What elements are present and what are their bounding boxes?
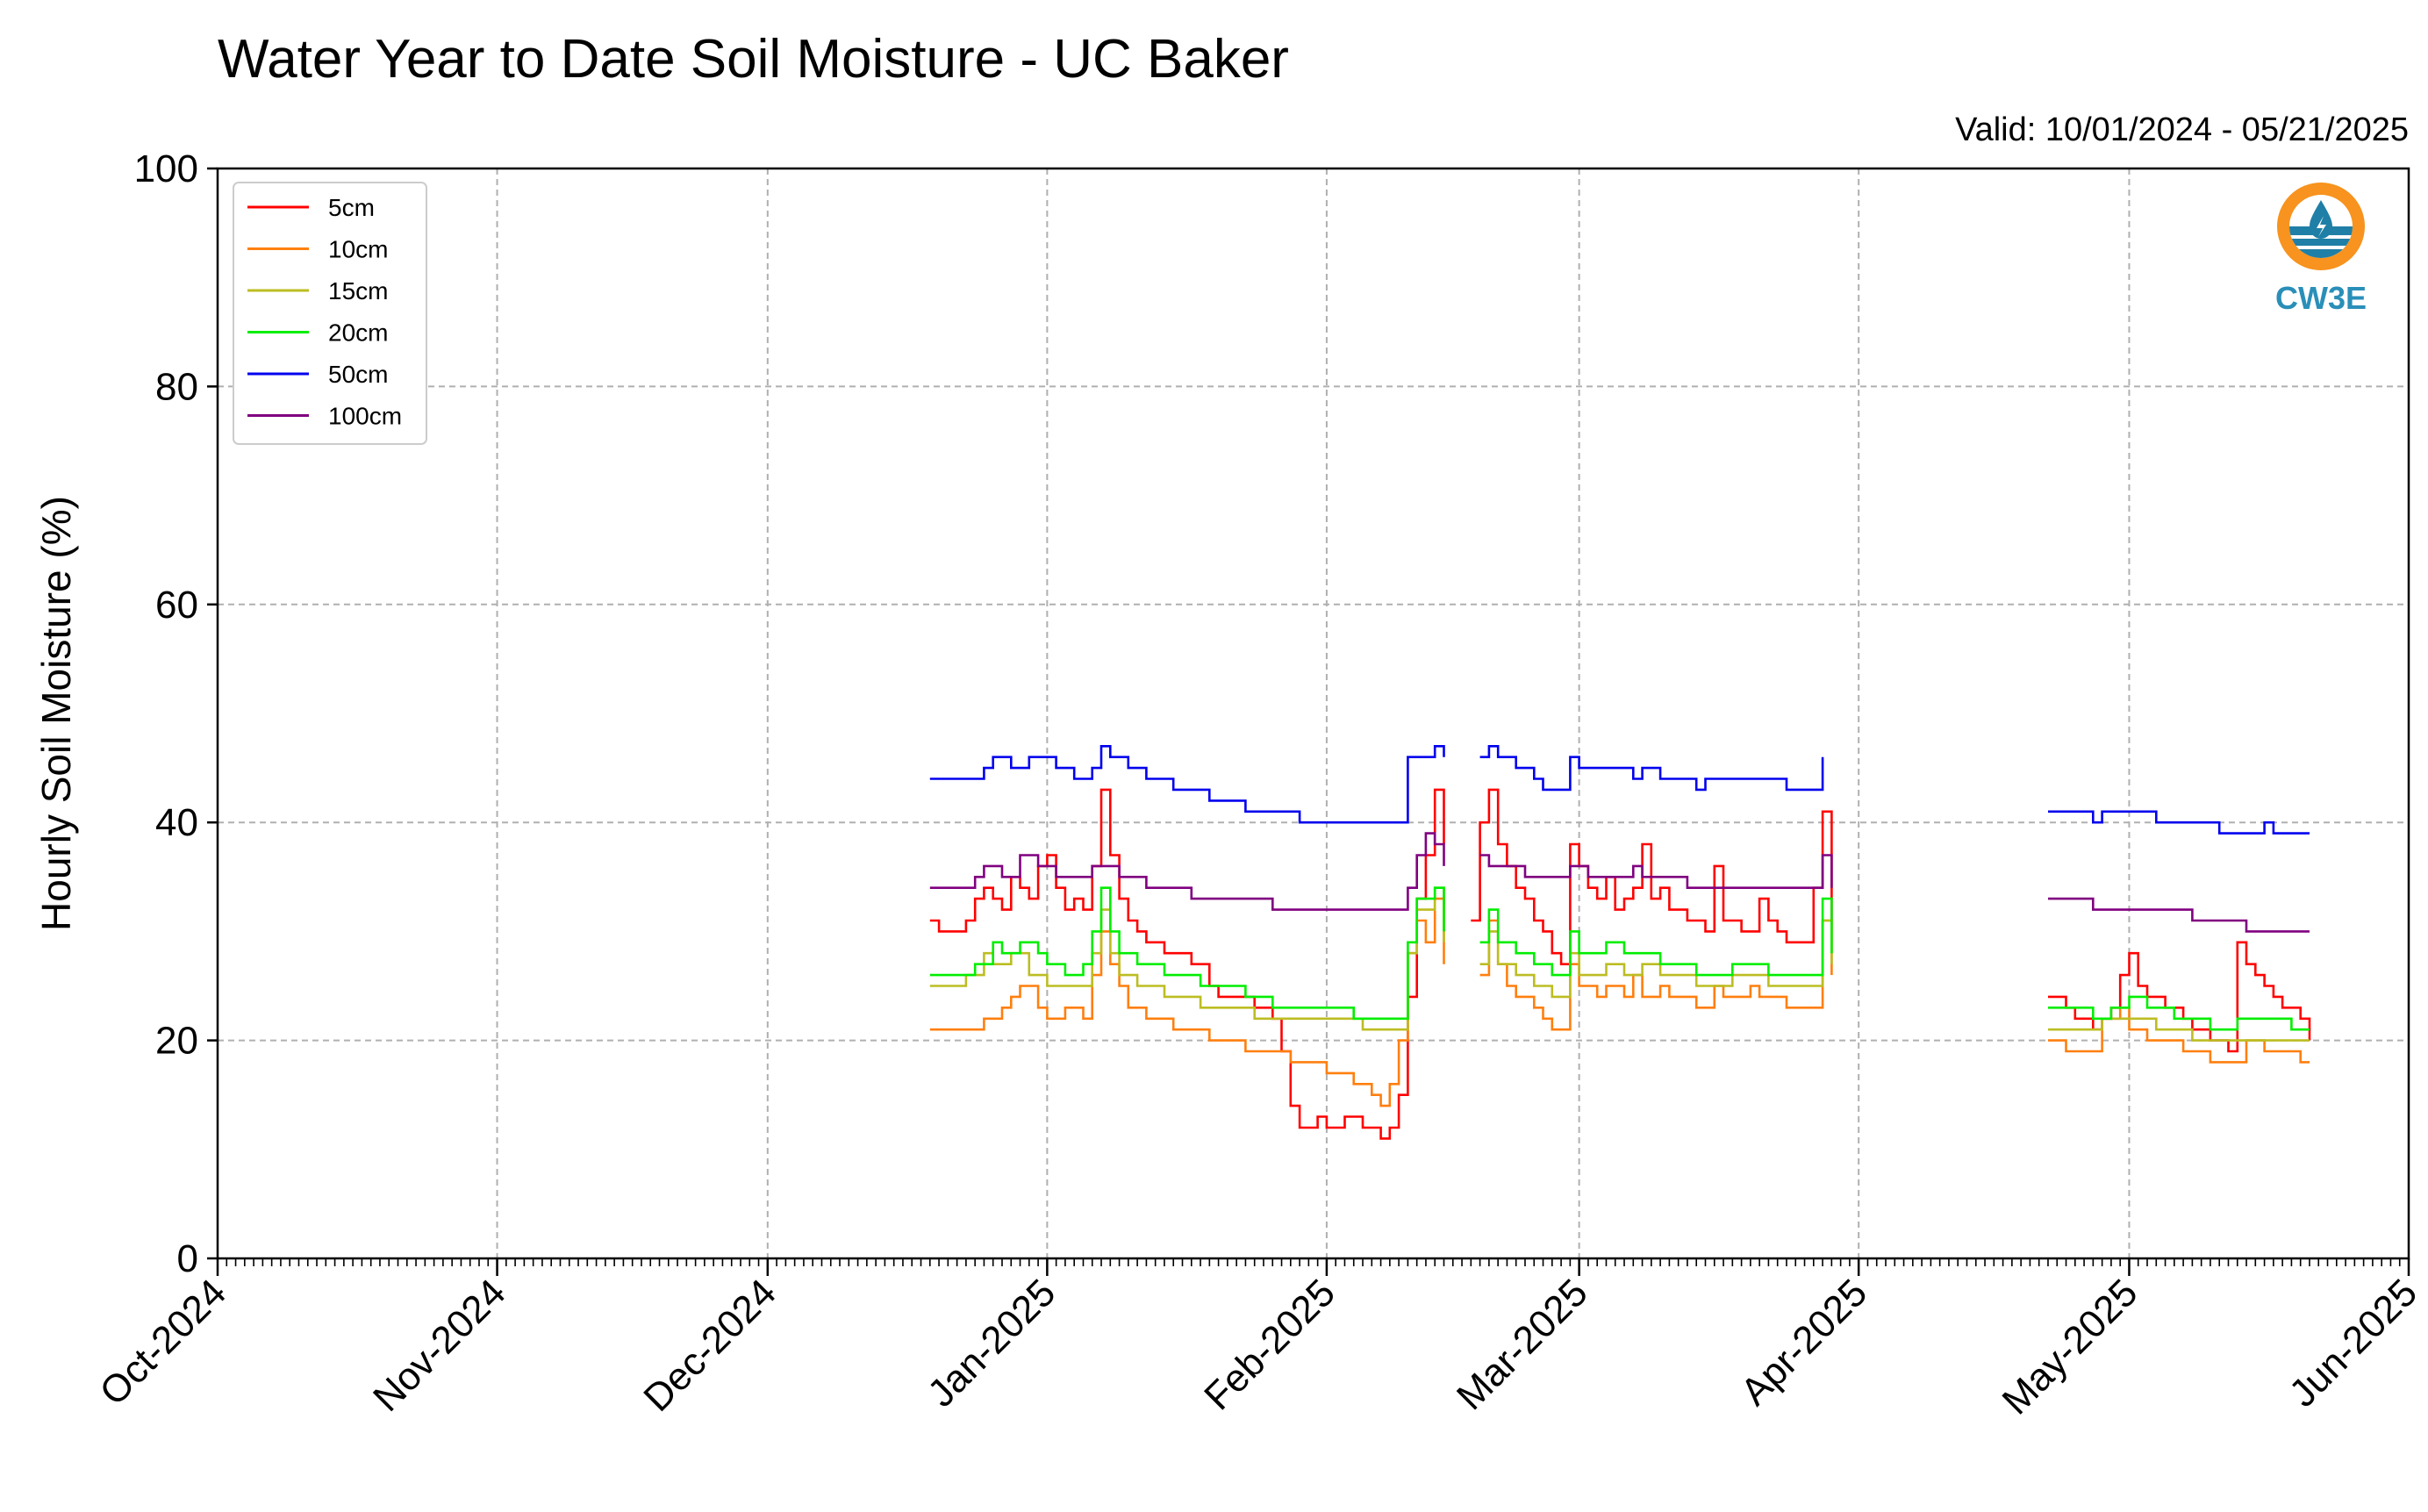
series-line-50cm (2048, 810, 2310, 835)
series-line-10cm (2048, 1007, 2310, 1064)
series-line-20cm (2048, 995, 2310, 1031)
legend-label-15cm: 15cm (328, 277, 388, 305)
series-line-100cm (929, 832, 1445, 911)
x-tick-label: Oct-2024 (91, 1271, 234, 1414)
x-tick-label: Feb-2025 (1196, 1271, 1343, 1418)
legend-label-10cm: 10cm (328, 236, 388, 263)
series-10cm (929, 897, 2310, 1107)
logo-drop-icon (2310, 200, 2332, 239)
series-line-15cm (1479, 919, 1833, 999)
grid-lines (218, 168, 2409, 1258)
logo-text: CW3E (2275, 280, 2367, 316)
series-line-10cm (929, 897, 1445, 1107)
x-tick-label: Mar-2025 (1449, 1271, 1596, 1418)
series-line-50cm (929, 745, 1445, 824)
y-tick-label: 0 (177, 1237, 198, 1280)
chart-title: Water Year to Date Soil Moisture - UC Ba… (218, 29, 1289, 90)
x-tick-label: May-2025 (1995, 1271, 2146, 1422)
y-tick-label: 20 (155, 1020, 198, 1063)
axes: 0 20 40 60 80 100 Oct-2024 Nov-2024 Dec-2024 Jan-… (91, 147, 2425, 1422)
x-tick-label: Nov-2024 (365, 1271, 514, 1420)
y-tick-label: 80 (155, 365, 198, 408)
series-line-15cm (2048, 1017, 2310, 1042)
plot-frame (216, 167, 2410, 1260)
x-tick-label: Dec-2024 (635, 1271, 784, 1420)
series-100cm (929, 832, 2310, 933)
series-line-10cm (1479, 919, 1833, 1031)
x-tick-label: Jun-2025 (2281, 1271, 2425, 1415)
y-axis-label: Hourly Soil Moisture (%) (33, 496, 79, 931)
cw3e-logo: CW3E (2275, 183, 2367, 316)
series-line-20cm (1479, 897, 1833, 977)
series-lines (929, 745, 2311, 1140)
series-line-20cm (929, 886, 1445, 1021)
series-line-100cm (2048, 897, 2310, 933)
series-line-5cm (929, 788, 1445, 1140)
legend-label-5cm: 5cm (328, 194, 375, 221)
x-tick-label: Apr-2025 (1733, 1271, 1876, 1414)
series-line-5cm (2048, 941, 2311, 1053)
y-tick-label: 60 (155, 584, 198, 627)
legend-label-20cm: 20cm (328, 319, 388, 347)
legend-label-50cm: 50cm (328, 361, 388, 388)
series-50cm (929, 745, 2310, 835)
y-tick-label: 40 (155, 801, 198, 844)
series-line-50cm (1479, 745, 1824, 792)
series-20cm (929, 886, 2310, 1031)
series-line-5cm (1471, 788, 1833, 965)
chart-subtitle: Valid: 10/01/2024 - 05/21/2025 (1955, 111, 2409, 148)
x-tick-label: Jan-2025 (920, 1271, 1064, 1415)
y-tick-label: 100 (134, 147, 198, 190)
series-line-100cm (1479, 854, 1833, 889)
legend-label-100cm: 100cm (328, 403, 402, 430)
legend: 5cm 10cm 15cm 20cm 50cm 100cm (233, 182, 427, 445)
